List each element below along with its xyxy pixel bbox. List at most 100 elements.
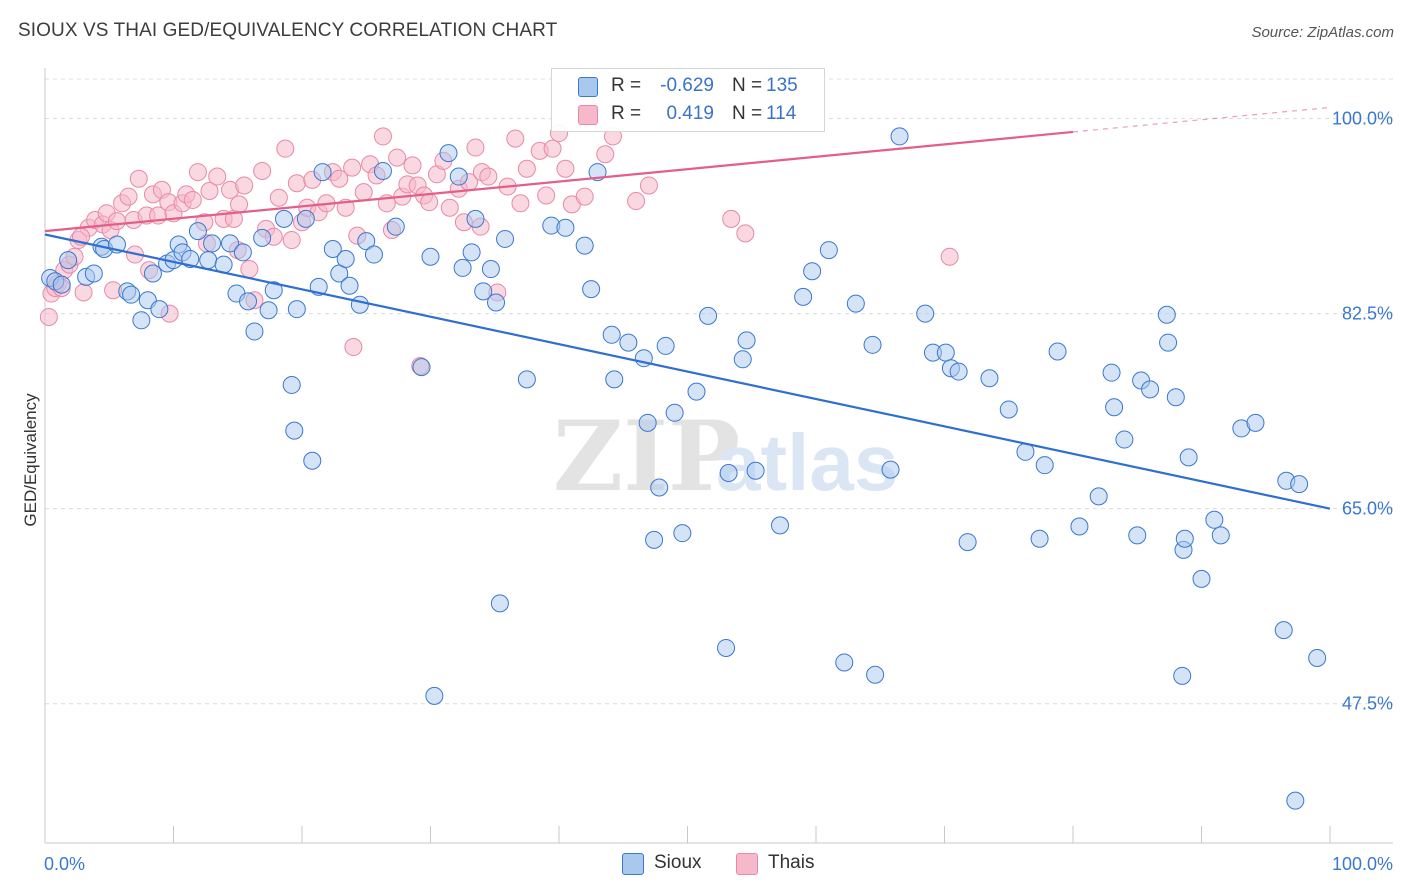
thais-point xyxy=(403,156,422,175)
sioux-point xyxy=(150,300,169,319)
sioux-point xyxy=(890,127,909,146)
sioux-point xyxy=(1030,529,1049,548)
sioux-point xyxy=(605,370,624,389)
thais-point xyxy=(722,209,741,228)
sioux-point xyxy=(336,250,355,269)
sioux-point xyxy=(733,350,752,369)
sioux-point xyxy=(490,594,509,613)
sioux-point xyxy=(771,516,790,535)
thais-point xyxy=(517,159,536,178)
thais-point xyxy=(506,129,525,148)
sioux-point xyxy=(122,285,141,304)
sioux-point xyxy=(287,300,306,319)
sioux-point xyxy=(188,222,207,241)
sioux-point xyxy=(517,370,536,389)
legend-thais-label: Thais xyxy=(768,852,815,873)
series-legend: Sioux Thais xyxy=(622,852,814,876)
sioux-point xyxy=(462,243,481,262)
sioux-r-value: -0.629 xyxy=(660,75,714,96)
sioux-point xyxy=(582,280,601,299)
sioux-point xyxy=(259,301,278,320)
sioux-point xyxy=(656,336,675,355)
sioux-point xyxy=(340,276,359,295)
sioux-point xyxy=(1157,305,1176,324)
thais-point xyxy=(235,176,254,195)
thais-point xyxy=(74,283,93,302)
sioux-point xyxy=(1211,526,1230,545)
sioux-point xyxy=(373,161,392,180)
thais-point xyxy=(330,169,349,188)
sioux-point xyxy=(575,236,594,255)
sioux-point xyxy=(687,382,706,401)
thais-point xyxy=(736,224,755,243)
thais-point xyxy=(344,338,363,357)
sioux-point xyxy=(350,295,369,314)
sioux-point xyxy=(425,686,444,705)
r-label: R = xyxy=(611,75,642,96)
sioux-point xyxy=(638,413,657,432)
thais-point xyxy=(200,182,219,201)
legend-thais-swatch xyxy=(736,853,758,875)
sioux-point xyxy=(496,229,515,248)
sioux-point xyxy=(412,358,431,377)
sioux-point xyxy=(439,144,458,163)
y-tick-label: 47.5% xyxy=(1342,694,1393,714)
sioux-point xyxy=(84,264,103,283)
sioux-point xyxy=(1105,398,1124,417)
thais-point xyxy=(287,174,306,193)
thais-n-value: 114 xyxy=(766,103,797,124)
sioux-point xyxy=(253,228,272,247)
thais-point xyxy=(575,187,594,206)
gridlines xyxy=(45,78,1393,705)
thais-point xyxy=(627,192,646,211)
thais-point xyxy=(343,158,362,177)
sioux-point xyxy=(699,306,718,325)
sioux-point xyxy=(1115,430,1134,449)
sioux-point xyxy=(386,217,405,236)
n-label: N = xyxy=(732,103,763,124)
thais-point xyxy=(596,145,615,164)
trend-lines xyxy=(44,106,1331,510)
sioux-point xyxy=(264,281,283,300)
thais-point xyxy=(230,195,249,214)
thais-point xyxy=(129,169,148,188)
sioux-point xyxy=(1166,388,1185,407)
legend-sioux-label: Sioux xyxy=(654,852,702,873)
sioux-point xyxy=(936,343,955,362)
thais-point xyxy=(388,148,407,167)
watermark-atlas: atlas xyxy=(716,418,898,507)
sioux-point xyxy=(619,333,638,352)
chart-title: SIOUX VS THAI GED/EQUIVALENCY CORRELATIO… xyxy=(18,20,558,41)
y-tick-label: 100.0% xyxy=(1332,109,1393,129)
thais-trend-extension xyxy=(1072,106,1331,133)
sioux-point xyxy=(364,245,383,264)
sioux-point xyxy=(1246,413,1265,432)
sioux-point xyxy=(52,275,71,294)
sioux-point xyxy=(602,325,621,344)
sioux-point xyxy=(449,167,468,186)
sioux-point xyxy=(958,533,977,552)
x-tick-label: 100.0% xyxy=(1332,854,1393,874)
thais-point xyxy=(354,183,373,202)
sioux-point xyxy=(221,234,240,253)
sioux-point xyxy=(803,262,822,281)
sioux-point xyxy=(1141,380,1160,399)
sioux-swatch xyxy=(578,77,598,97)
sioux-point xyxy=(949,362,968,381)
sioux-point xyxy=(285,421,304,440)
r-label: R = xyxy=(611,103,642,124)
thais-point xyxy=(466,138,485,157)
legend-row-thais: R = 0.419 N = 114 xyxy=(552,101,824,129)
sioux-point xyxy=(1159,333,1178,352)
thais-trend-line xyxy=(44,130,1074,233)
source-credit: Source: ZipAtlas.com xyxy=(1251,24,1394,41)
sioux-point xyxy=(1070,517,1089,536)
sioux-point xyxy=(239,292,258,311)
sioux-point xyxy=(181,250,200,269)
sioux-point xyxy=(737,331,756,350)
sioux-point xyxy=(1102,363,1121,382)
sioux-point xyxy=(487,293,506,312)
sioux-point xyxy=(665,403,684,422)
y-axis-title: GED/Equivalency xyxy=(21,393,40,527)
sioux-point xyxy=(916,304,935,323)
